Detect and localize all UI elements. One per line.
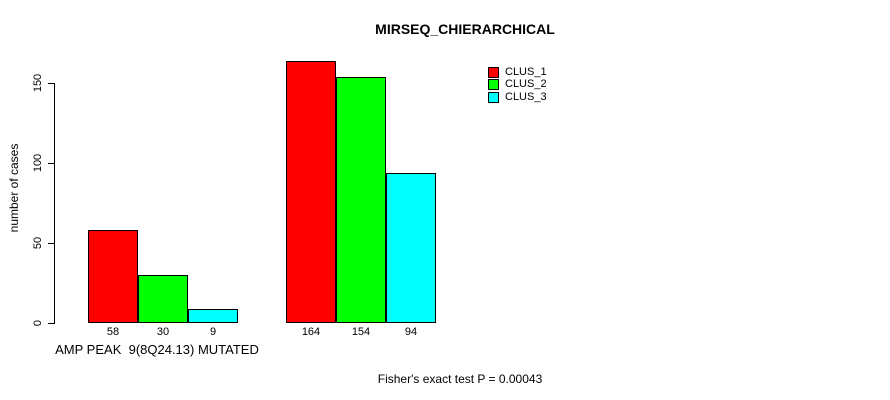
bar-value-label: 154 — [351, 326, 371, 338]
y-tick-mark — [48, 323, 55, 324]
legend-row: CLUS_2 — [488, 79, 547, 92]
chart-title: MIRSEQ_CHIERARCHICAL — [375, 21, 555, 37]
y-tick-mark — [48, 163, 55, 164]
legend-label-clus_1: CLUS_1 — [505, 65, 547, 78]
bar-value-label: 30 — [156, 326, 170, 338]
legend-swatch-clus_3 — [488, 91, 499, 103]
bar-value-label: 164 — [301, 326, 321, 338]
legend-swatch-clus_1 — [488, 66, 499, 78]
y-tick-mark — [48, 83, 55, 84]
bar-value-label: 94 — [404, 326, 418, 338]
bar-clus_2-group2 — [336, 77, 386, 323]
bar-value-label: 9 — [209, 326, 217, 338]
legend-row: CLUS_1 — [488, 66, 547, 79]
legend-label-clus_2: CLUS_2 — [505, 78, 547, 91]
bar-clus_2-group1 — [138, 275, 188, 323]
legend-row: CLUS_3 — [488, 91, 547, 104]
x-axis-group-label: AMP PEAK 9(8Q24.13) MUTATED — [55, 342, 259, 357]
bar-clus_3-group1 — [188, 309, 238, 323]
annotation-fisher-test: Fisher's exact test P = 0.00043 — [377, 372, 543, 386]
y-tick-label: 0 — [32, 319, 44, 327]
legend-label-clus_3: CLUS_3 — [505, 90, 547, 103]
y-tick-label: 50 — [32, 236, 44, 250]
legend-swatch-clus_2 — [488, 79, 499, 91]
bar-clus_1-group1 — [88, 230, 138, 323]
y-axis-line — [54, 83, 55, 323]
y-tick-label: 100 — [32, 153, 44, 173]
y-tick-mark — [48, 243, 55, 244]
y-axis-title: number of cases — [7, 143, 21, 233]
bar-clus_1-group2 — [286, 61, 336, 323]
legend: CLUS_1 CLUS_2 CLUS_3 — [488, 66, 547, 104]
y-tick-label: 150 — [32, 73, 44, 93]
bar-value-label: 58 — [106, 326, 120, 338]
bar-clus_3-group2 — [386, 173, 436, 323]
